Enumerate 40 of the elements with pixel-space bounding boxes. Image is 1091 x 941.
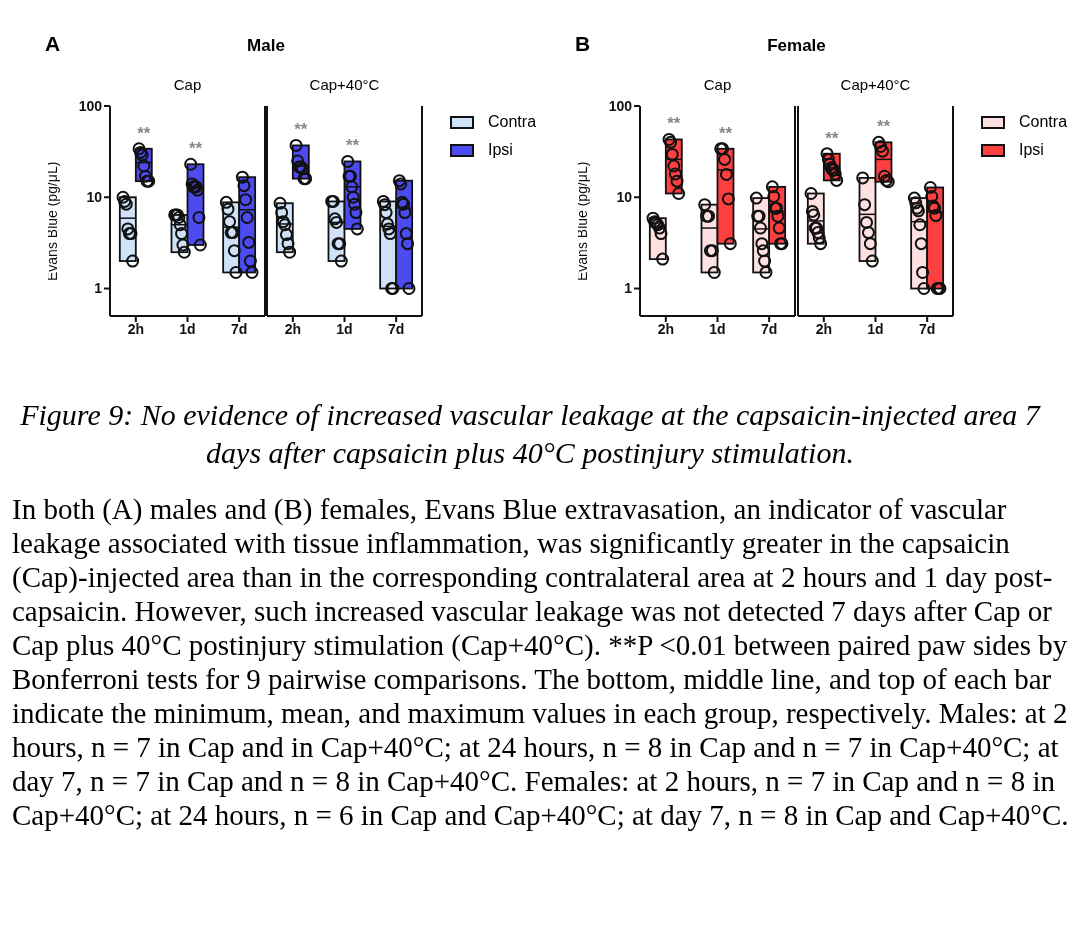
y-tick-label: 10: [86, 189, 103, 206]
y-tick-label: 100: [608, 97, 633, 114]
annotation: **: [137, 123, 151, 143]
text: A: [45, 32, 61, 56]
x-tick-label: 7d: [760, 320, 778, 337]
annotation: **: [188, 139, 203, 159]
chart-title: Male: [246, 36, 286, 56]
annotation: **: [825, 128, 839, 148]
chart-subtitle: Cap: [702, 76, 733, 93]
x-tick-label: 1d: [336, 320, 353, 337]
chart-subtitle: Cap+40°C: [308, 76, 381, 93]
x-tick-label: 7d: [918, 320, 936, 337]
caption: Figure 9: No evidence of increased vascular leakage at the capsaicin-injected area 7 days after capsaicin plus 40°C postinjury stimulation.: [20, 397, 1040, 471]
y-tick-label: 10: [616, 189, 633, 206]
x-tick-label: 1d: [709, 320, 726, 337]
y-tick-label: 100: [78, 97, 103, 114]
legend-label: Ipsi: [1019, 141, 1044, 159]
chart-subtitle: Cap: [172, 76, 203, 93]
annotation: **: [345, 136, 360, 156]
y-tick-label: 1: [624, 280, 633, 297]
x-tick-label: 2h: [657, 320, 675, 337]
chart-title: Female: [766, 36, 827, 56]
chart-subtitle: Cap+40°C: [839, 76, 912, 93]
legend-label: Contra: [1019, 113, 1068, 131]
x-tick-label: 1d: [179, 320, 196, 337]
text: In both (A) males and (B) females, Evans Blue extravasation, an indicator of vascular leakage associated with tissue inflammation, was significantly greater in the capsaicin (Cap)-injected area than in the corresponding contralateral area at 2 hours and 1 day post-capsaicin. However, such increased vascular leakage was not detected 7 days after Cap or Cap plus 40°C postinjury stimulation (Cap+40°C). **P <0.01 between paired paw sides by Bonferroni tests for 9 pairwise comparisons. The bottom, middle line, and top of each bar indicate the minimum, mean, and maximum values in each group, respectively. Males: at 2 hours, n = 7 in Cap and in Cap+40°C; at 24 hours, n = 8 in Cap and n = 7 in Cap+40°C; at day 7, n = 7 in Cap and n = 8 in Cap+40°C. Females: at 2 hours, n = 7 in Cap and n = 8 in Cap+40°C; at 24 hours, n = 6 in Cap and Cap+40°C; at day 7, n = 8 in Cap and Cap+40°C.: [12, 493, 1069, 831]
y-tick-label: 1: [94, 280, 103, 297]
x-tick-label: 7d: [387, 320, 405, 337]
annotation: **: [294, 120, 308, 140]
legend-label: Contra: [488, 113, 537, 131]
text: B: [575, 32, 591, 56]
annotation: **: [876, 117, 891, 137]
legend-label: Ipsi: [488, 141, 513, 159]
x-tick-label: 1d: [867, 320, 884, 337]
x-tick-label: 2h: [815, 320, 833, 337]
x-tick-label: 2h: [127, 320, 145, 337]
annotation: **: [667, 114, 681, 134]
annotation: **: [718, 123, 733, 143]
x-tick-label: 2h: [284, 320, 302, 337]
x-tick-label: 7d: [230, 320, 248, 337]
